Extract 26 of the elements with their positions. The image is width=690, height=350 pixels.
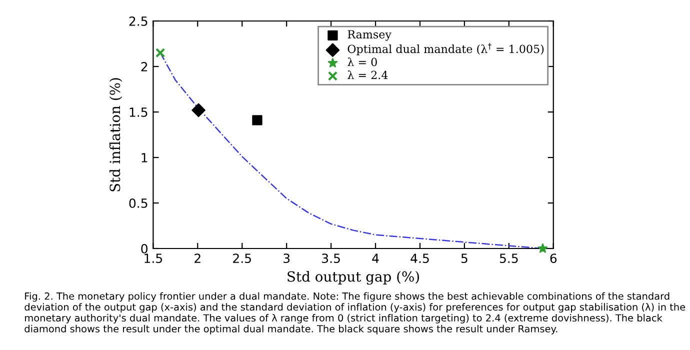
y-tick-label: 0 [141, 244, 148, 254]
x-axis-title: Std output gap (%) [288, 271, 419, 285]
x-tick-label: 3.5 [322, 254, 340, 264]
y-axis-title: Std inflation (%) [109, 78, 122, 192]
y-tick-label: 1 [142, 153, 148, 162]
point [252, 115, 262, 126]
y-tick-label: 0.5 [129, 198, 148, 208]
x-tick-label: 2 [194, 254, 200, 263]
x-tick-label: 4.5 [410, 254, 429, 264]
legend-label: Ramsey [348, 30, 392, 41]
x-tick-label: 4 [372, 254, 379, 263]
legend-label: Optimal dual mandate (λ$^{†}$ = 1.005) [348, 43, 544, 56]
x-tick-label: 5 [461, 254, 468, 264]
x-tick-label: 6 [550, 254, 557, 264]
y-tick-label: 2.5 [129, 16, 148, 26]
x-tick-label: 3 [284, 254, 290, 264]
point [192, 103, 206, 118]
legend-label: λ = 0 [348, 58, 377, 66]
y-tick-label: 2 [141, 62, 148, 72]
caption: Fig. 2. The monetary policy frontier under a dual mandate. Note: The figure shows the best achievable combinations of the standard deviation of the output gap (x-axis) and the standard deviation of inflation (y-axis) for preferences for output gap stabilisation (λ) in the monetary authority's dual mandate. The values of λ range from 0 (strict inflation targeting) to 2.4 (extreme dovishness). The black diamond shows the result under the optimal dual mandate. The black square shows the result under Ramsey. [24, 292, 686, 334]
legend-label: λ = 2.4 [348, 70, 388, 80]
point [538, 243, 548, 253]
x-tick-label: 2.5 [233, 254, 251, 264]
y-tick-label: 1.5 [130, 108, 148, 117]
point [155, 48, 166, 58]
x-tick-label: 5.5 [500, 254, 518, 264]
